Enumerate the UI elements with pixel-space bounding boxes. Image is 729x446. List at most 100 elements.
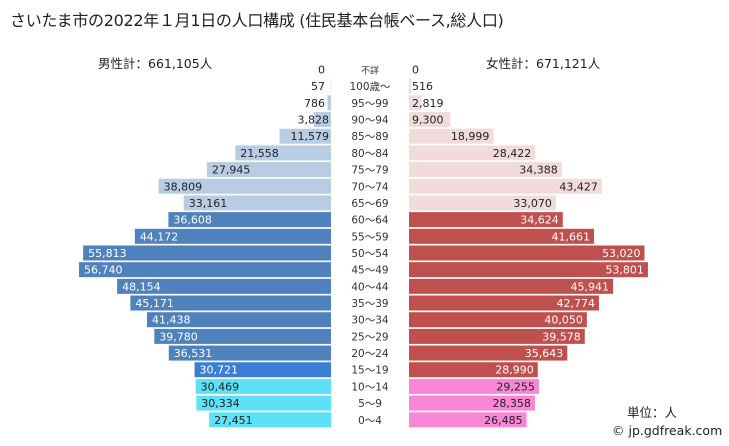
female-bar-8: [409, 195, 556, 211]
male-bar-15: [146, 312, 331, 328]
female-bar-1: [409, 78, 412, 94]
age-label-3: 90～94: [351, 115, 389, 127]
male-value-label-0: 0: [318, 64, 325, 77]
male-value-label-5: 21,558: [240, 147, 279, 160]
female-value-label-4: 18,999: [451, 130, 490, 143]
male-value-label-16: 39,780: [159, 330, 198, 343]
age-label-13: 40～44: [351, 281, 389, 293]
female-value-label-17: 35,643: [525, 347, 564, 360]
female-bar-13: [409, 278, 614, 294]
male-bar-3: [313, 112, 331, 128]
male-bar-5: [235, 145, 331, 161]
female-bar-16: [409, 328, 585, 344]
age-label-0: 不詳: [361, 65, 379, 77]
female-bar-2: [409, 95, 422, 111]
male-bar-14: [130, 295, 331, 311]
age-label-7: 70～74: [351, 181, 389, 193]
male-bar-9: [168, 212, 331, 228]
female-bar-17: [409, 345, 568, 361]
female-bar-14: [409, 295, 599, 311]
female-bar-21: [409, 412, 527, 428]
female-value-label-13: 45,941: [571, 280, 610, 293]
chart-title: さいたま市の2022年１月1日の人口構成 (住民基本台帳ベース,総人口): [10, 11, 504, 30]
male-bar-6: [206, 162, 331, 178]
female-value-label-21: 26,485: [484, 414, 523, 427]
female-bar-4: [409, 128, 494, 144]
male-bar-20: [196, 395, 331, 411]
female-total-label: 女性計：671,121人: [486, 56, 601, 71]
male-value-label-11: 55,813: [88, 247, 127, 260]
female-value-label-7: 43,427: [559, 180, 598, 193]
female-bar-3: [409, 112, 451, 128]
age-label-19: 10～14: [351, 381, 389, 393]
male-bar-17: [168, 345, 331, 361]
female-bar-18: [409, 362, 538, 378]
female-value-label-12: 53,801: [605, 264, 644, 277]
male-value-label-2: 786: [304, 97, 325, 110]
unit-label: 単位：人: [627, 405, 678, 420]
male-value-label-4: 11,579: [291, 130, 330, 143]
male-bar-13: [117, 278, 332, 294]
male-value-label-15: 41,438: [152, 314, 191, 327]
female-bar-7: [409, 178, 602, 194]
age-label-12: 45～49: [351, 265, 388, 277]
male-value-label-6: 27,945: [212, 164, 251, 177]
age-label-5: 80～84: [351, 148, 389, 160]
male-value-label-21: 27,451: [214, 414, 253, 427]
male-bar-7: [158, 178, 331, 194]
male-value-label-8: 33,161: [189, 197, 228, 210]
female-value-label-6: 34,388: [519, 164, 558, 177]
female-value-label-15: 40,050: [544, 314, 583, 327]
female-bar-15: [409, 312, 587, 328]
female-value-label-14: 42,774: [556, 297, 595, 310]
female-bar-12: [409, 262, 648, 278]
age-label-4: 85～89: [351, 131, 388, 143]
male-value-label-14: 45,171: [135, 297, 174, 310]
age-label-16: 25～29: [351, 331, 388, 343]
female-bar-9: [409, 212, 563, 228]
male-bar-21: [209, 412, 331, 428]
male-value-label-13: 48,154: [122, 280, 160, 293]
male-bar-12: [79, 262, 331, 278]
male-total-label: 男性計：661,105人: [98, 56, 213, 71]
age-label-20: 5～9: [358, 398, 382, 410]
female-value-label-11: 53,020: [602, 247, 641, 260]
male-value-label-9: 36,608: [173, 214, 212, 227]
female-value-label-18: 28,990: [495, 364, 534, 377]
female-value-label-10: 41,661: [552, 230, 591, 243]
female-value-label-19: 29,255: [496, 380, 535, 393]
female-value-label-9: 34,624: [520, 214, 559, 227]
age-label-21: 0～4: [358, 415, 382, 427]
male-bar-19: [195, 378, 331, 394]
age-label-1: 100歳～: [349, 81, 391, 93]
male-value-label-17: 36,531: [174, 347, 213, 360]
age-label-15: 30～34: [351, 315, 389, 327]
age-label-18: 15～19: [351, 365, 388, 377]
female-value-label-8: 33,070: [513, 197, 552, 210]
age-label-2: 95～99: [351, 98, 388, 110]
age-label-10: 55～59: [351, 231, 388, 243]
male-value-label-20: 30,334: [201, 397, 240, 410]
female-value-label-20: 28,358: [492, 397, 531, 410]
male-bar-11: [83, 245, 331, 261]
male-value-label-1: 57: [311, 80, 325, 93]
male-value-label-3: 3,828: [298, 114, 330, 127]
female-bar-11: [409, 245, 645, 261]
female-bar-19: [409, 378, 539, 394]
male-value-label-10: 44,172: [140, 230, 179, 243]
female-value-label-0: 0: [412, 64, 419, 77]
male-value-label-18: 30,721: [200, 364, 239, 377]
age-label-9: 60～64: [351, 215, 389, 227]
age-label-8: 65～69: [351, 198, 388, 210]
female-bar-6: [409, 162, 562, 178]
male-bar-10: [134, 228, 331, 244]
male-value-label-19: 30,469: [201, 380, 240, 393]
male-bar-18: [194, 362, 331, 378]
male-bar-16: [154, 328, 331, 344]
female-value-label-1: 516: [412, 80, 433, 93]
age-label-14: 35～39: [351, 298, 388, 310]
male-bar-2: [327, 95, 331, 111]
female-value-label-3: 9,300: [412, 114, 444, 127]
age-label-6: 75～79: [351, 165, 388, 177]
